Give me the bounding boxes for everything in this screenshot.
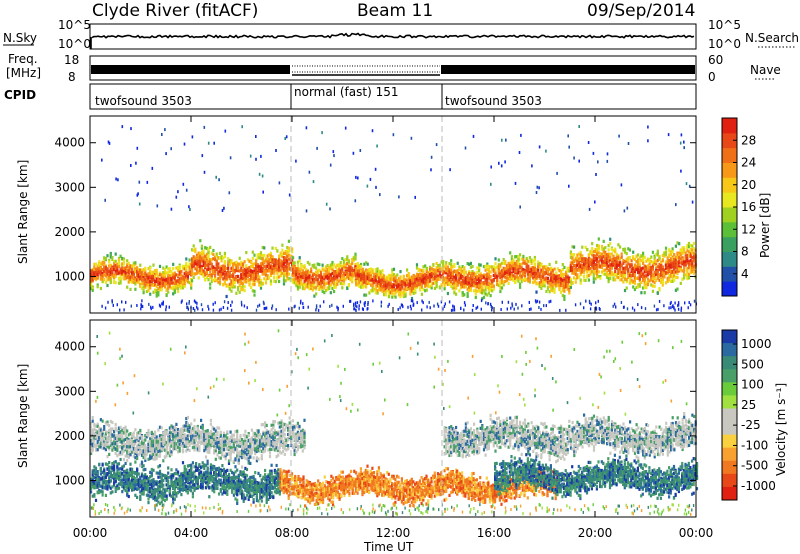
nave-tick-top: 60 <box>708 53 723 67</box>
cpid-segment-1: twofsound 3503 <box>95 94 192 108</box>
time-tick-2: 04:00 <box>174 526 209 540</box>
power-y-tick-1: 1000 <box>54 269 85 283</box>
nsearch-label: N.Search <box>745 31 799 45</box>
power-colorbar-tick-7: 4 <box>741 267 749 281</box>
velocity-colorbar-tick-2: 500 <box>741 357 764 371</box>
freq-tick-top: 18 <box>64 53 79 67</box>
nsearch-tick-top: 10^5 <box>708 18 741 32</box>
near-range-scatter <box>101 299 697 312</box>
power-colorbar-tick-5: 12 <box>741 222 756 236</box>
velocity-scatter-layer <box>90 329 699 516</box>
time-tick-1: 00:00 <box>73 526 108 540</box>
scatter-band-3 <box>279 464 458 508</box>
freq-bar-2 <box>441 65 695 74</box>
power-scatter-layer <box>90 125 697 312</box>
nsky-tick-top: 10^5 <box>58 18 91 32</box>
nsearch-tick-bottom: 10^0 <box>708 37 741 51</box>
nsky-trace <box>91 32 695 39</box>
power-colorbar-tick-6: 8 <box>741 245 749 259</box>
power-colorbar-tick-4: 16 <box>741 200 756 214</box>
nave-label: Nave <box>750 63 781 77</box>
scatter-band-5 <box>494 453 699 501</box>
power-y-tick-3: 3000 <box>54 180 85 194</box>
velocity-y-axis-label: Slant Range [km] <box>16 364 30 468</box>
scatter-band-6 <box>569 237 697 295</box>
scatter-band-3 <box>292 252 357 298</box>
scatter-band-6 <box>443 412 697 464</box>
power-y-tick-2: 2000 <box>54 225 85 239</box>
velocity-y-tick-2: 2000 <box>54 429 85 443</box>
nsky-label: N.Sky <box>3 31 37 45</box>
nave-tick-bottom: 0 <box>708 70 716 84</box>
power-colorbar: 28 24 20 16 12 8 4 <box>721 117 756 297</box>
velocity-colorbar-tick-6: -100 <box>741 438 768 452</box>
power-colorbar-tick-3: 20 <box>741 178 756 192</box>
date-title: 09/Sep/2014 <box>587 1 695 21</box>
freq-tick-bottom: 8 <box>68 70 76 84</box>
scatter-band-4 <box>355 259 445 301</box>
time-tick-6: 20:00 <box>578 526 613 540</box>
velocity-colorbar-tick-3: 100 <box>741 378 764 392</box>
station-title: Clyde River (fitACF) <box>92 1 258 21</box>
velocity-colorbar-tick-5: -25 <box>741 418 761 432</box>
power-y-axis: 1000 2000 3000 4000 <box>54 136 696 283</box>
time-tick-7: 00:00 <box>679 526 714 540</box>
velocity-colorbar-tick-1: 1000 <box>741 337 772 351</box>
time-axis: 00:00 04:00 08:00 12:00 16:00 20:00 00:00 <box>73 116 714 540</box>
power-y-axis-label: Slant Range [km] <box>16 160 30 264</box>
near-range-scatter <box>90 503 695 516</box>
scatter-outliers <box>101 125 694 213</box>
scatter-band-2 <box>90 415 306 469</box>
velocity-colorbar-label: Velocity [m s⁻¹] <box>774 383 788 476</box>
beam-title: Beam 11 <box>357 1 433 21</box>
scatter-outliers <box>95 329 688 417</box>
velocity-colorbar-tick-7: -500 <box>741 459 768 473</box>
velocity-panel: 1000 2000 3000 4000 Slant Range [km] 1000 50… <box>16 319 788 518</box>
scatter-band-1 <box>90 457 281 508</box>
power-y-tick-4: 4000 <box>54 136 85 150</box>
scatter-band-2 <box>191 239 294 299</box>
scatter-band-5 <box>443 251 571 301</box>
cpid-segment-2: normal (fast) 151 <box>294 85 398 99</box>
time-tick-3: 08:00 <box>275 526 310 540</box>
velocity-colorbar-tick-4: 25 <box>741 398 756 412</box>
time-tick-5: 16:00 <box>477 526 512 540</box>
velocity-y-tick-4: 4000 <box>54 340 85 354</box>
velocity-y-axis: 1000 2000 3000 4000 <box>54 340 696 487</box>
time-axis-label: Time UT <box>363 540 414 554</box>
freq-bar-1 <box>91 65 290 74</box>
power-panel: 1000 2000 3000 4000 Slant Range [km] 28 24 20… <box>16 115 772 314</box>
power-colorbar-tick-1: 28 <box>741 133 756 147</box>
velocity-y-tick-3: 3000 <box>54 384 85 398</box>
cpid-segment-3: twofsound 3503 <box>445 94 542 108</box>
nsky-tick-bottom: 10^0 <box>58 37 91 51</box>
freq-label-2: [MHz] <box>6 66 41 80</box>
velocity-colorbar-tick-8: -1000 <box>741 479 776 493</box>
velocity-colorbar: 1000 500 100 25 -25 -100 -500 -1000 <box>721 329 776 501</box>
freq-label-1: Freq. <box>8 52 38 66</box>
freq-panel: Freq. [MHz] 18 8 60 0 Nave <box>6 52 781 84</box>
velocity-y-tick-1: 1000 <box>54 473 85 487</box>
nsky-panel: N.Sky 10^5 10^0 10^5 10^0 N.Search <box>3 18 799 51</box>
cpid-panel: CPID twofsound 3503 normal (fast) 151 tw… <box>4 83 697 110</box>
power-colorbar-tick-2: 24 <box>741 156 756 170</box>
time-tick-4: 12:00 <box>376 526 411 540</box>
scatter-band-1 <box>90 251 193 298</box>
cpid-label: CPID <box>4 88 36 102</box>
power-colorbar-label: Power [dB] <box>758 193 772 258</box>
